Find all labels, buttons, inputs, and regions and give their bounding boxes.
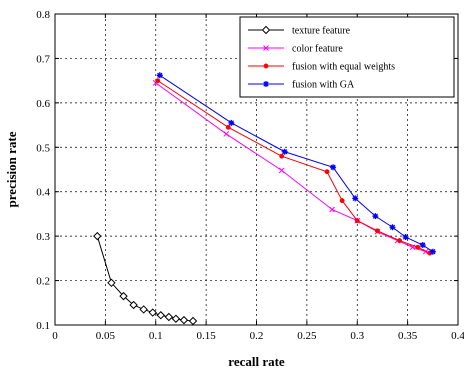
data-point [188,316,198,326]
legend-marker [263,81,269,87]
data-point [329,206,335,213]
legend-entry-label: fusion with GA [292,80,355,91]
legend-marker [263,63,269,69]
data-point [223,131,230,137]
data-point [279,153,285,159]
series-line [155,82,426,253]
data-point [354,218,360,224]
legend-entry-label: texture feature [292,26,351,37]
series-2 [155,78,433,256]
series-1 [152,80,429,255]
x-tick-label: 0.1 [149,330,163,342]
data-point [171,314,181,323]
series-line [159,74,434,253]
data-point [278,167,285,174]
x-tick-label: 0.15 [197,330,217,342]
data-point [372,213,379,220]
series-3 [156,72,436,255]
legend-marker [263,45,269,51]
legend: texture feature color feature fusion with … [239,16,455,98]
y-tick-label: 0.3 [36,231,50,243]
data-point [179,315,189,325]
data-point [324,169,330,175]
data-point [156,72,163,79]
legend-entry-label: color feature [292,44,343,55]
data-point [107,278,116,288]
data-point [330,164,337,171]
y-tick-label: 0.8 [36,9,50,21]
data-point [119,291,128,301]
series-line [157,80,431,254]
x-tick-label: 0.25 [297,330,317,342]
data-point [164,312,174,322]
data-point [402,234,409,241]
x-tick-label: 0 [52,330,58,342]
x-tick-label: 0.2 [250,330,264,342]
data-point [352,195,359,202]
tick-layer: 0 0.05 0.1 0.15 0.2 0.25 0.3 0.35 0.4 0.1 0.2 0.3 0.… [36,9,464,342]
x-tick-label: 0.4 [451,330,464,342]
data-point [225,124,231,130]
data-point [93,231,102,241]
y-tick-label: 0.7 [36,53,50,65]
x-axis-label: recall rate [228,354,285,369]
data-point [129,300,138,310]
series-layer [93,72,436,326]
x-tick-label: 0.05 [96,330,116,342]
data-point [228,119,235,126]
y-tick-label: 0.1 [36,320,50,332]
data-point [148,308,157,317]
y-tick-label: 0.2 [36,276,50,288]
data-point [429,248,436,255]
data-point [374,228,380,234]
data-point [281,148,288,155]
data-point [155,78,161,84]
data-point [139,305,148,314]
series-0 [93,231,198,326]
y-axis-label: precision rate [4,131,19,207]
data-point [419,242,426,249]
data-point [397,238,403,244]
legend-marker [261,25,271,35]
y-tick-label: 0.5 [36,142,50,154]
y-tick-label: 0.6 [36,98,50,110]
data-point [339,198,345,204]
data-point [156,311,165,320]
x-tick-label: 0.3 [350,330,364,342]
legend-entry-label: fusion with equal weights [292,62,395,73]
x-tick-label: 0.35 [398,330,418,342]
y-tick-label: 0.4 [36,187,50,199]
data-point [415,244,421,250]
data-point [389,224,396,231]
